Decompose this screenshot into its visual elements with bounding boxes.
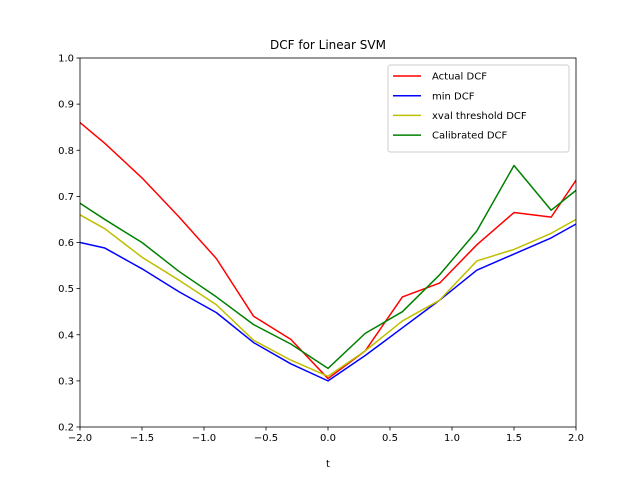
legend-label-xval-threshold-dcf: xval threshold DCF bbox=[432, 111, 527, 122]
x-tick-label: 1.0 bbox=[444, 433, 460, 444]
series-lines bbox=[80, 121, 576, 382]
x-tick-label: −0.5 bbox=[254, 433, 278, 444]
legend-label-min-dcf: min DCF bbox=[432, 91, 475, 102]
x-tick-label: −1.5 bbox=[130, 433, 154, 444]
legend: Actual DCF min DCF xval threshold DCF Calib… bbox=[387, 64, 570, 153]
x-tick-label: −2.0 bbox=[68, 433, 92, 444]
x-tick-label: 1.5 bbox=[506, 433, 522, 444]
y-tick-label: 0.8 bbox=[58, 146, 74, 157]
x-tick-label: 0.0 bbox=[320, 433, 336, 444]
series-line-min-dcf bbox=[80, 223, 576, 382]
y-tick-label: 0.9 bbox=[58, 100, 74, 111]
legend-label-calibrated-dcf: Calibrated DCF bbox=[432, 131, 508, 142]
y-tick-label: 0.4 bbox=[58, 330, 74, 341]
plot-area: −2.0 −1.5 −1.0 −0.5 0.0 0.5 1.0 1.5 2.0 0.2 0.3 0.4… bbox=[58, 54, 584, 444]
y-tick-label: 0.2 bbox=[58, 423, 74, 434]
series-line-actual-dcf bbox=[80, 121, 576, 380]
y-tick-label: 0.5 bbox=[58, 284, 74, 295]
y-tick-label: 0.6 bbox=[58, 238, 74, 249]
y-tick-label: 0.3 bbox=[58, 376, 74, 387]
series-line-xval-threshold-dcf bbox=[80, 213, 576, 378]
x-tick-label: 2.0 bbox=[568, 433, 584, 444]
legend-box bbox=[387, 64, 570, 153]
y-tick-label: 0.7 bbox=[58, 192, 74, 203]
y-tick-label: 1.0 bbox=[58, 54, 74, 65]
x-tick-label: 0.5 bbox=[382, 433, 398, 444]
legend-label-actual-dcf: Actual DCF bbox=[432, 72, 487, 83]
x-axis-label: t bbox=[326, 459, 330, 470]
chart-title: DCF for Linear SVM bbox=[270, 38, 386, 52]
series-line-calibrated-dcf bbox=[80, 164, 576, 370]
x-tick-label: −1.0 bbox=[192, 433, 216, 444]
